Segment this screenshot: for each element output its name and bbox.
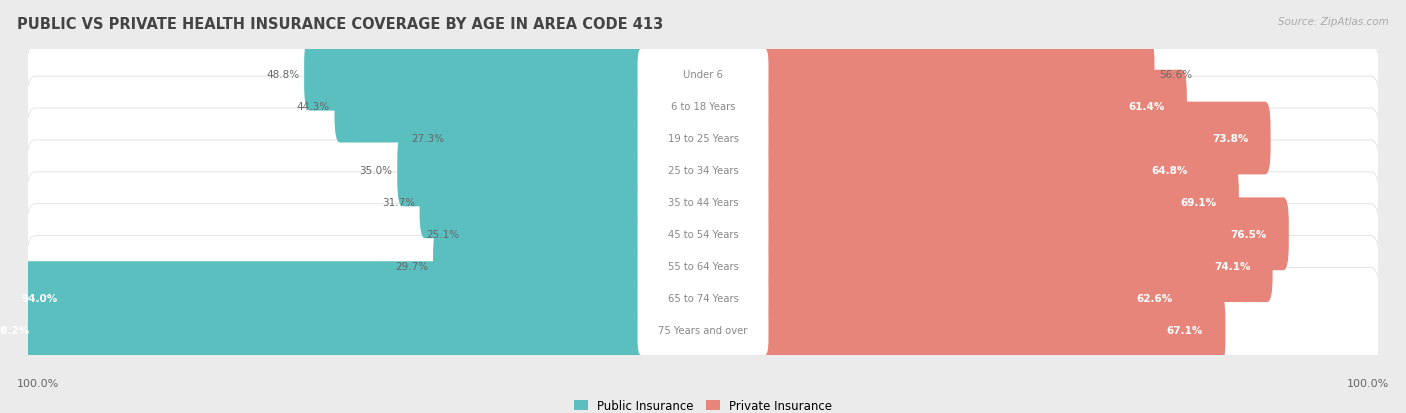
Text: 31.7%: 31.7% [381,197,415,207]
FancyBboxPatch shape [762,39,1154,112]
Legend: Public Insurance, Private Insurance: Public Insurance, Private Insurance [569,394,837,413]
Text: 44.3%: 44.3% [297,102,330,112]
Text: 69.1%: 69.1% [1181,197,1216,207]
Bar [761,191,1000,214]
Text: 65 to 74 Years: 65 to 74 Years [668,293,738,303]
FancyBboxPatch shape [0,293,644,366]
Text: PUBLIC VS PRIVATE HEALTH INSURANCE COVERAGE BY AGE IN AREA CODE 413: PUBLIC VS PRIVATE HEALTH INSURANCE COVER… [17,17,664,31]
FancyBboxPatch shape [637,209,769,260]
Text: 55 to 64 Years: 55 to 64 Years [668,261,738,271]
FancyBboxPatch shape [25,109,1381,232]
FancyBboxPatch shape [398,134,644,207]
Bar [554,223,645,245]
Text: 56.6%: 56.6% [1159,70,1192,80]
FancyBboxPatch shape [637,145,769,196]
Bar [761,318,994,341]
Text: 19 to 25 Years: 19 to 25 Years [668,134,738,144]
Text: 94.0%: 94.0% [21,293,58,303]
FancyBboxPatch shape [335,71,644,143]
FancyBboxPatch shape [637,304,769,355]
FancyBboxPatch shape [450,102,644,175]
FancyBboxPatch shape [637,113,769,164]
FancyBboxPatch shape [762,134,1209,207]
Text: 25 to 34 Years: 25 to 34 Years [668,166,738,176]
Text: 6 to 18 Years: 6 to 18 Years [671,102,735,112]
FancyBboxPatch shape [25,45,1381,169]
Text: 100.0%: 100.0% [1347,378,1389,388]
FancyBboxPatch shape [637,273,769,323]
Bar [474,64,645,86]
FancyBboxPatch shape [25,77,1381,200]
Bar [547,128,645,150]
FancyBboxPatch shape [25,140,1381,264]
FancyBboxPatch shape [637,240,769,292]
Bar [520,159,645,182]
Text: 64.8%: 64.8% [1152,166,1188,176]
Text: 29.7%: 29.7% [395,261,429,271]
Bar [531,191,645,214]
Bar [322,287,645,309]
Text: 35.0%: 35.0% [360,166,392,176]
Text: 61.4%: 61.4% [1128,102,1164,112]
FancyBboxPatch shape [419,166,644,239]
Text: 74.1%: 74.1% [1213,261,1250,271]
FancyBboxPatch shape [637,177,769,228]
FancyBboxPatch shape [762,71,1187,143]
FancyBboxPatch shape [762,198,1289,271]
Text: 98.2%: 98.2% [0,325,30,335]
FancyBboxPatch shape [762,230,1272,302]
FancyBboxPatch shape [25,13,1381,137]
FancyBboxPatch shape [637,81,769,132]
Text: 76.5%: 76.5% [1230,229,1267,239]
FancyBboxPatch shape [762,102,1271,175]
FancyBboxPatch shape [433,230,644,302]
Text: 45 to 54 Years: 45 to 54 Years [668,229,738,239]
Bar [761,128,1017,150]
Text: Source: ZipAtlas.com: Source: ZipAtlas.com [1278,17,1389,26]
Bar [489,96,645,118]
Text: 67.1%: 67.1% [1167,325,1204,335]
FancyBboxPatch shape [637,50,769,100]
FancyBboxPatch shape [25,268,1381,392]
Text: 73.8%: 73.8% [1212,134,1249,144]
FancyBboxPatch shape [762,293,1226,366]
Text: 48.8%: 48.8% [266,70,299,80]
Text: Under 6: Under 6 [683,70,723,80]
Bar [761,223,1025,245]
FancyBboxPatch shape [25,173,1381,296]
Bar [761,96,974,118]
Text: 27.3%: 27.3% [412,134,444,144]
Bar [761,159,986,182]
Text: 62.6%: 62.6% [1136,293,1173,303]
FancyBboxPatch shape [464,198,644,271]
Bar [308,318,645,341]
FancyBboxPatch shape [25,236,1381,360]
FancyBboxPatch shape [762,261,1195,334]
FancyBboxPatch shape [304,39,644,112]
Bar [538,255,645,277]
Text: 25.1%: 25.1% [426,229,460,239]
FancyBboxPatch shape [0,261,644,334]
FancyBboxPatch shape [762,166,1239,239]
Bar [761,287,979,309]
Bar [761,255,1017,277]
Bar [761,64,957,86]
Text: 75 Years and over: 75 Years and over [658,325,748,335]
FancyBboxPatch shape [25,204,1381,328]
Text: 100.0%: 100.0% [17,378,59,388]
Text: 35 to 44 Years: 35 to 44 Years [668,197,738,207]
